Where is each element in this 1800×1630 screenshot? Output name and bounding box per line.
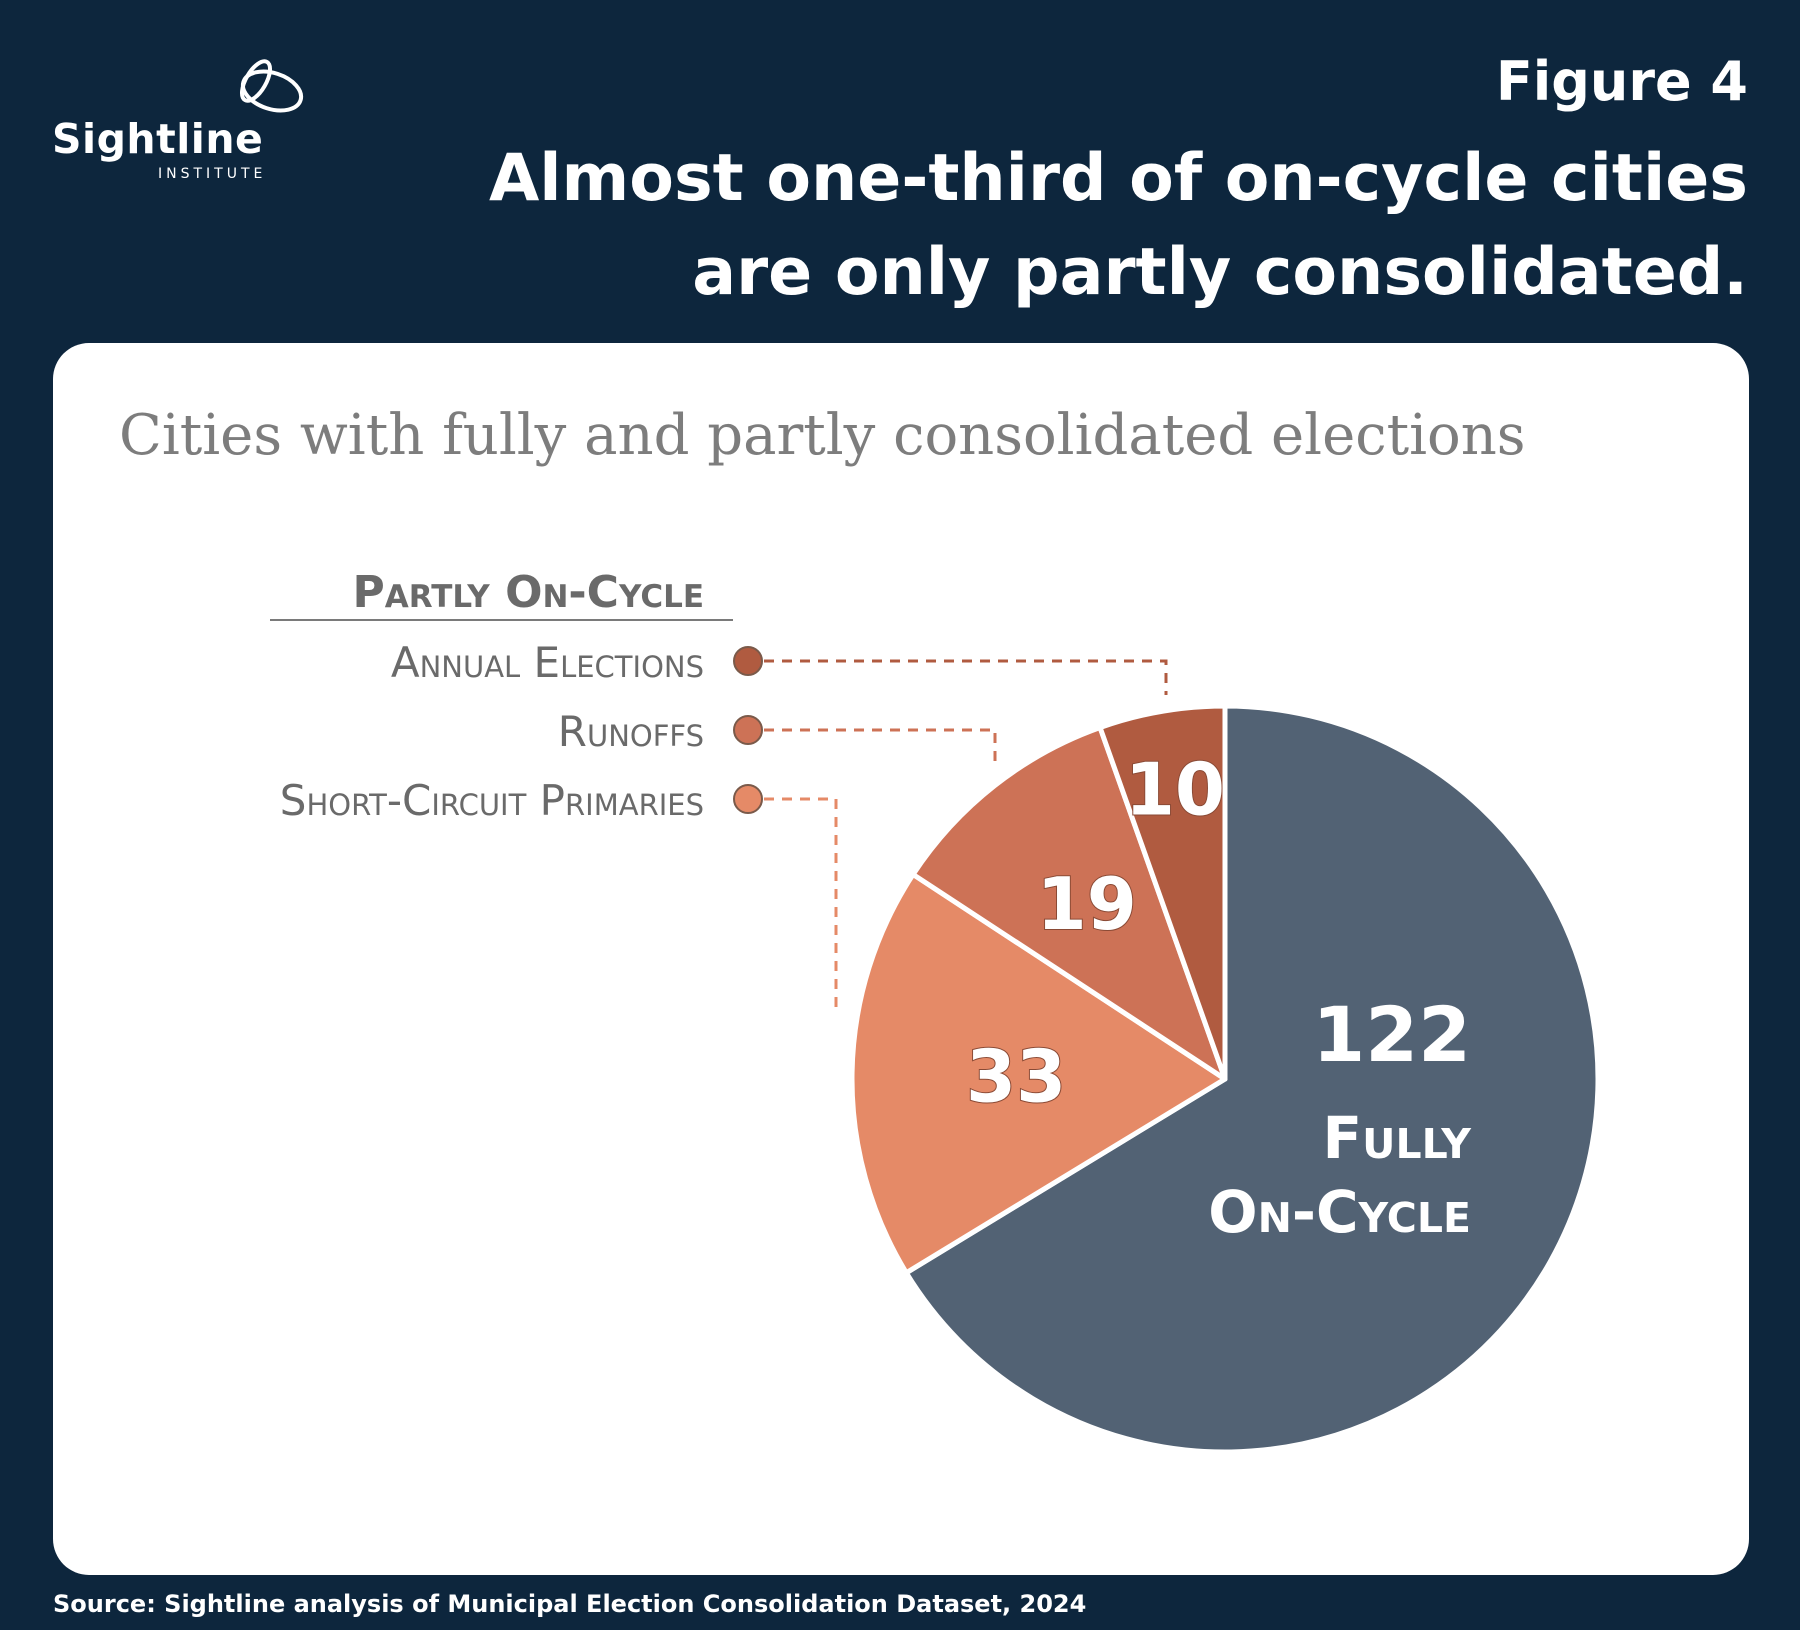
- sightline-logo-mark-icon: [239, 59, 304, 113]
- logo-name: Sightline: [52, 115, 264, 163]
- legend-connector-short-circuit-primaries: [764, 797, 838, 1007]
- legend-swatch-short-circuit-primaries: [733, 784, 763, 814]
- pie-slice-fully-on-cycle: [903, 703, 1601, 1455]
- logo-subtitle: INSTITUTE: [158, 166, 267, 182]
- value-label-runoffs: 19: [1037, 862, 1137, 946]
- chart-title: Cities with fully and partly consolidate…: [119, 403, 1526, 468]
- pie-slice-runoffs: [910, 725, 1228, 1082]
- value-label-fully-on-cycle: 122: [1312, 990, 1471, 1079]
- value-label-annual-elections: 10: [1125, 748, 1225, 832]
- pie-slice-annual-elections: [1097, 703, 1228, 1082]
- slice-category-label-line-2: On-Cycle: [1208, 1178, 1471, 1246]
- legend-swatch-runoffs: [733, 715, 763, 745]
- legend-label-annual-elections: Annual Elections: [391, 638, 704, 687]
- slice-category-label-line-1: Fully: [1323, 1104, 1473, 1172]
- legend-label-short-circuit-primaries: Short-Circuit Primaries: [280, 776, 704, 825]
- legend-connector-runoffs: [764, 728, 997, 765]
- value-label-short-circuit-primaries: 33: [966, 1034, 1066, 1118]
- legend-connector-annual-elections: [764, 659, 1168, 695]
- sightline-logo: Sightline INSTITUTE: [50, 55, 310, 185]
- headline: Almost one-third of on-cycle cities are …: [488, 141, 1748, 310]
- figure-label: Figure 4: [1495, 50, 1748, 113]
- source-note: Source: Sightline analysis of Municipal …: [53, 1590, 1087, 1618]
- chart-card: Cities with fully and partly consolidate…: [53, 343, 1749, 1575]
- legend-heading: Partly On-Cycle: [353, 567, 704, 618]
- legend-swatch-annual-elections: [733, 646, 763, 676]
- pie-slice-short-circuit-primaries: [849, 871, 1228, 1276]
- legend-label-runoffs: Runoffs: [558, 707, 704, 756]
